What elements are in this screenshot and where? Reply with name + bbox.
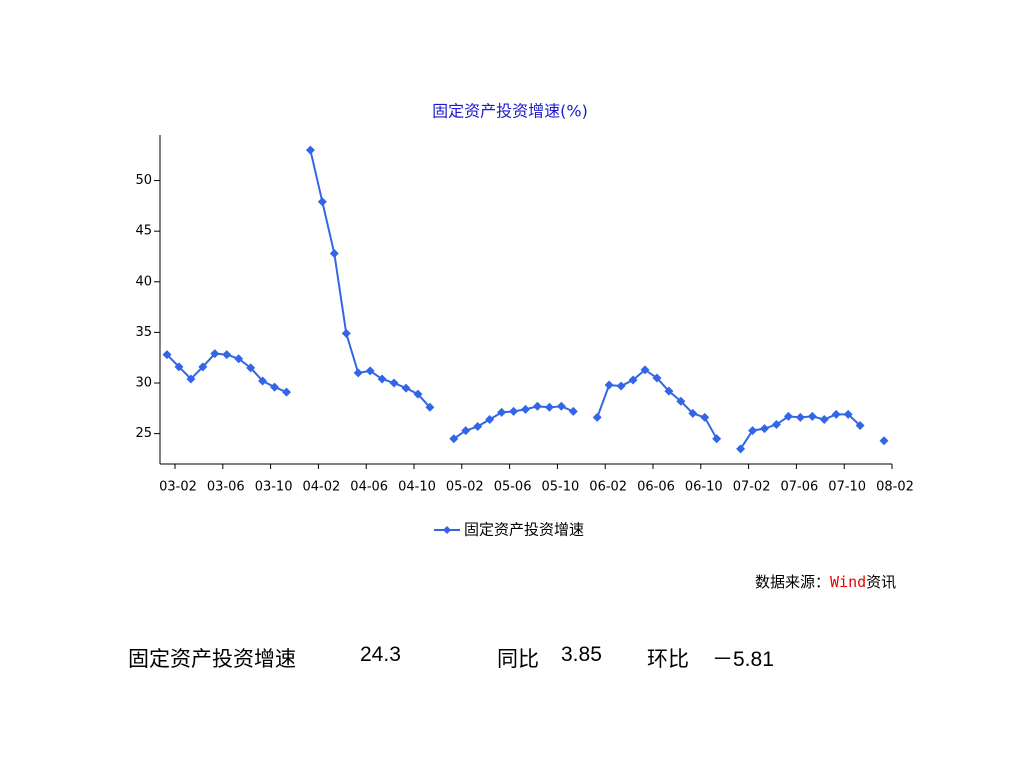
footer-mom-label: 环比: [647, 647, 689, 671]
point: [210, 349, 220, 359]
point: [198, 362, 208, 372]
point: [879, 436, 889, 446]
point: [771, 420, 781, 430]
x-tick-label: 05-10: [542, 480, 580, 495]
point: [604, 380, 614, 390]
source-prefix: 数据来源：: [755, 573, 830, 591]
footer-label: 固定资产投资增速: [128, 647, 296, 671]
y-tick-label: 50: [135, 173, 152, 188]
point: [688, 408, 698, 418]
point: [401, 383, 411, 393]
x-tick-label: 03-10: [255, 480, 293, 495]
y-tick-label: 25: [135, 426, 152, 441]
x-tick-label: 06-06: [637, 480, 675, 495]
point: [592, 412, 602, 422]
source-brand: Wind: [830, 573, 866, 591]
x-tick-label: 03-02: [159, 480, 197, 495]
point: [365, 366, 375, 376]
y-tick-label: 35: [135, 325, 152, 340]
y-tick-label: 40: [135, 274, 152, 289]
chart-title: 固定资产投资增速(%): [432, 102, 588, 121]
point: [855, 421, 865, 431]
point: [174, 362, 184, 372]
point: [795, 412, 805, 422]
footer-yoy: 3.85: [561, 643, 602, 666]
point: [485, 414, 495, 424]
point: [509, 406, 519, 416]
footer-value: 24.3: [360, 643, 401, 666]
x-tick-label: 07-06: [781, 480, 819, 495]
y-tick-label: 30: [135, 376, 152, 391]
legend-label: 固定资产投资增速: [464, 521, 584, 539]
point: [317, 197, 327, 207]
source-note: 数据来源：Wind资讯: [755, 573, 896, 591]
point: [521, 404, 530, 414]
point: [258, 376, 268, 386]
point: [616, 381, 626, 391]
point: [497, 407, 507, 417]
point: [628, 375, 638, 385]
point: [544, 402, 554, 412]
x-tick-label: 06-02: [589, 480, 627, 495]
legend-marker: [443, 526, 451, 534]
point: [640, 365, 650, 375]
x-tick-label: 07-02: [733, 480, 771, 495]
x-tick-label: 04-02: [303, 480, 341, 495]
point: [461, 426, 471, 436]
point: [449, 434, 459, 444]
point: [819, 414, 829, 424]
point: [377, 374, 387, 384]
point: [329, 248, 339, 258]
point: [556, 401, 566, 411]
point: [700, 412, 710, 422]
x-tick-label: 08-02: [876, 480, 914, 495]
x-tick-label: 06-10: [685, 480, 723, 495]
point: [222, 350, 232, 360]
x-tick-label: 04-06: [350, 480, 388, 495]
y-tick-label: 45: [135, 224, 152, 239]
point: [807, 411, 817, 421]
series-line: [167, 150, 884, 449]
point: [843, 409, 853, 419]
point: [413, 389, 423, 399]
point: [234, 354, 244, 364]
point: [760, 424, 769, 434]
footer-yoy-label: 同比: [497, 647, 539, 671]
point: [341, 328, 351, 338]
point: [664, 386, 674, 396]
point: [473, 422, 483, 432]
point: [270, 382, 280, 392]
point: [568, 406, 578, 416]
point: [736, 444, 746, 454]
x-tick-label: 07-10: [828, 480, 866, 495]
chart: 固定资产投资增速(%) 数据来源：Wind资讯 25 30 35 40 45 50 03-0…: [135, 102, 914, 591]
point: [676, 396, 686, 406]
point: [748, 426, 758, 436]
point: [162, 350, 172, 360]
point: [712, 434, 722, 444]
x-tick-label: 03-06: [207, 480, 245, 495]
x-tick-label: 05-02: [446, 480, 484, 495]
point: [186, 374, 196, 384]
x-tick-label: 04-10: [398, 480, 436, 495]
point: [652, 373, 662, 383]
source-suffix: 资讯: [866, 573, 896, 591]
point: [305, 145, 315, 155]
point: [389, 378, 399, 388]
point: [282, 387, 291, 397]
point: [532, 401, 542, 411]
point: [425, 402, 435, 412]
point: [246, 363, 256, 373]
point: [783, 411, 793, 421]
footer-mom: －5.81: [712, 648, 774, 671]
x-tick-label: 05-06: [494, 480, 532, 495]
point: [831, 409, 841, 419]
point: [353, 368, 363, 378]
